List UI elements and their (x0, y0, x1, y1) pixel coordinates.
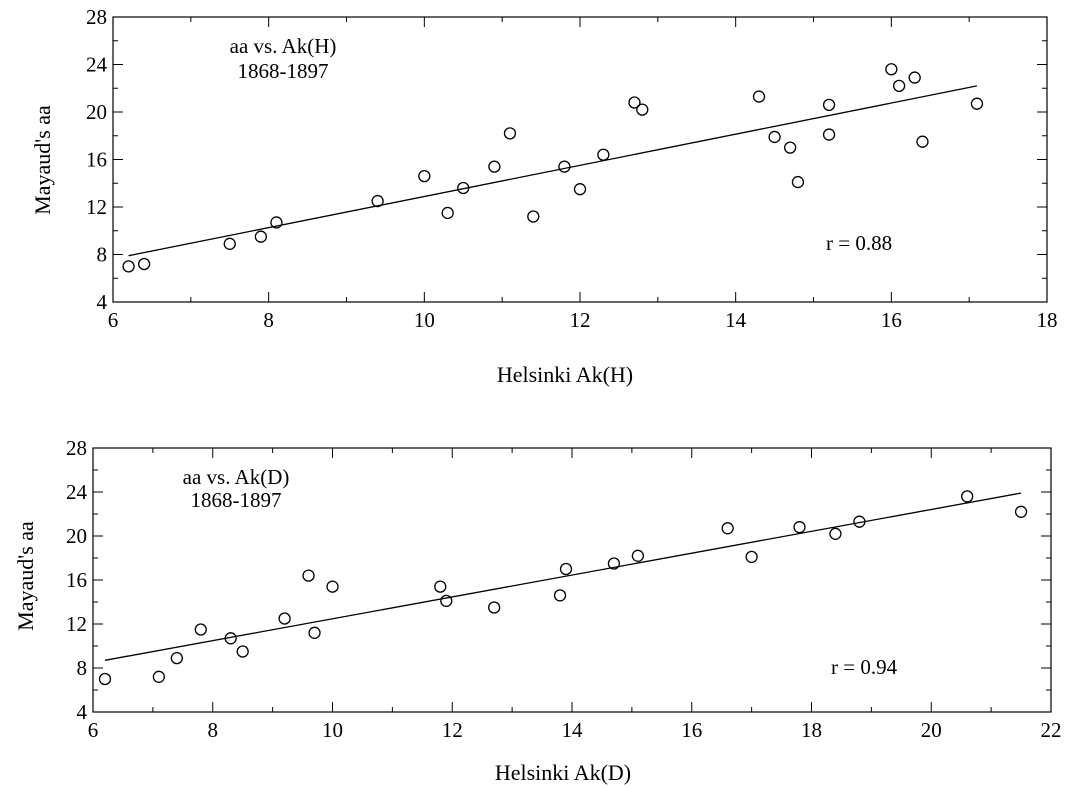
x-tick-label: 16 (881, 308, 902, 332)
y-tick-label: 8 (77, 656, 88, 680)
data-point (961, 490, 974, 503)
y-tick-label: 4 (77, 700, 88, 724)
annotation-years: 1868-1897 (191, 488, 282, 512)
data-point (122, 260, 135, 273)
data-point (970, 97, 984, 110)
data-point (745, 550, 758, 564)
data-point (721, 522, 734, 535)
x-axis-label: Helsinki Ak(D) (495, 760, 631, 785)
data-point (270, 216, 283, 229)
data-point (908, 71, 921, 84)
data-point (98, 672, 112, 686)
x-tick-label: 6 (108, 308, 119, 332)
y-tick-label: 4 (97, 290, 108, 314)
data-point (527, 210, 540, 223)
scatter-panel-ak-d: Mayaud's aa Helsinki Ak(D) aa vs. Ak(D) … (13, 436, 1062, 785)
data-point (791, 175, 805, 189)
data-point (793, 521, 806, 534)
data-point (418, 169, 431, 183)
annotation-title: aa vs. Ak(H) (230, 34, 337, 58)
data-point (607, 557, 621, 570)
data-point (631, 549, 645, 562)
x-tick-label: 12 (442, 718, 463, 742)
data-point (326, 580, 339, 593)
data-point (170, 651, 183, 665)
data-point (1014, 505, 1028, 518)
x-tick-label: 18 (1037, 308, 1058, 332)
annotation-years: 1868-1897 (238, 59, 329, 83)
y-tick-label: 12 (66, 612, 87, 636)
x-axis-label: Helsinki Ak(H) (497, 362, 633, 387)
x-tick-label: 8 (208, 718, 219, 742)
correlation-label: r = 0.94 (831, 655, 898, 679)
data-point (503, 127, 517, 140)
data-point (223, 237, 236, 250)
data-point (224, 632, 237, 645)
data-point (916, 135, 929, 148)
data-point (194, 623, 207, 636)
x-tick-label: 20 (921, 718, 942, 742)
x-tick-label: 6 (88, 718, 99, 742)
y-tick-label: 16 (86, 148, 107, 172)
data-point (885, 63, 898, 76)
x-tick-label: 14 (562, 718, 584, 742)
data-point (892, 79, 906, 93)
y-tick-label: 20 (86, 100, 107, 124)
data-point (254, 230, 268, 243)
y-axis-label: Mayaud's aa (13, 521, 38, 631)
x-tick-label: 10 (414, 308, 435, 332)
data-point (441, 206, 454, 220)
x-tick-label: 8 (263, 308, 274, 332)
data-point (488, 160, 501, 173)
regression-line (128, 85, 978, 257)
y-tick-label: 12 (86, 195, 107, 219)
data-point (137, 257, 151, 271)
y-tick-label: 24 (86, 53, 108, 77)
data-point (628, 96, 641, 109)
y-tick-label: 16 (66, 568, 87, 592)
y-tick-label: 8 (97, 243, 108, 267)
regression-line (104, 492, 1022, 661)
data-point (308, 626, 321, 639)
scatter-panel-ak-h: Mayaud's aa Helsinki Ak(H) aa vs. Ak(H) … (30, 5, 1058, 387)
data-point (457, 181, 470, 195)
x-tick-label: 16 (681, 718, 702, 742)
y-axis-label: Mayaud's aa (30, 105, 55, 215)
data-point (558, 160, 571, 173)
data-point (302, 569, 315, 582)
data-point (488, 601, 501, 614)
data-point (371, 194, 384, 208)
data-point (822, 128, 836, 141)
y-tick-label: 28 (66, 436, 87, 460)
data-point (434, 580, 447, 593)
data-point (752, 90, 766, 103)
data-point (853, 515, 866, 528)
data-point (278, 612, 291, 625)
data-point (597, 148, 610, 161)
data-point (152, 670, 166, 683)
y-tick-label: 24 (66, 480, 88, 504)
data-point (768, 130, 781, 144)
x-tick-label: 10 (322, 718, 343, 742)
y-tick-label: 20 (66, 524, 87, 548)
x-tick-label: 14 (725, 308, 747, 332)
data-point (573, 183, 587, 196)
data-point (829, 527, 842, 540)
x-tick-label: 18 (801, 718, 822, 742)
annotation-title: aa vs. Ak(D) (183, 465, 290, 489)
correlation-label: r = 0.88 (826, 231, 892, 255)
data-point (236, 645, 249, 658)
x-tick-label: 22 (1041, 718, 1062, 742)
y-tick-label: 28 (86, 5, 107, 29)
data-point (440, 594, 453, 608)
data-point (822, 98, 836, 112)
data-point (559, 562, 573, 576)
x-tick-label: 12 (570, 308, 591, 332)
data-point (553, 589, 567, 602)
data-point (784, 141, 797, 154)
data-point (636, 103, 649, 116)
